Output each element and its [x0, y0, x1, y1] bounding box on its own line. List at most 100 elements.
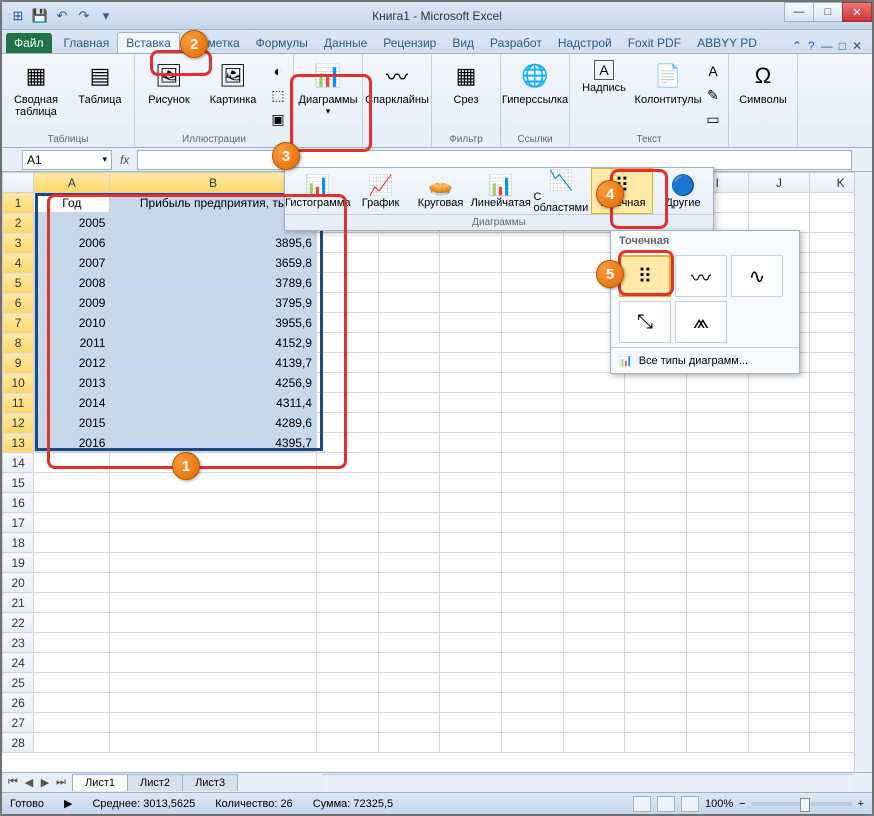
tab-review[interactable]: Рецензир — [375, 33, 444, 53]
hyperlink-button[interactable]: 🌐Гиперссылка — [505, 56, 565, 106]
zoom-slider[interactable] — [752, 802, 852, 806]
cell[interactable] — [501, 673, 563, 693]
cell[interactable]: 2009 — [34, 293, 110, 313]
cell[interactable] — [316, 493, 378, 513]
cell[interactable] — [748, 193, 810, 213]
cell[interactable] — [378, 613, 440, 633]
cell[interactable]: 3955,6 — [110, 313, 317, 333]
cell[interactable] — [686, 633, 748, 653]
cell[interactable]: 4139,7 — [110, 353, 317, 373]
cell[interactable] — [686, 553, 748, 573]
cell[interactable] — [686, 533, 748, 553]
cell[interactable] — [110, 593, 317, 613]
cell[interactable] — [563, 373, 625, 393]
chart-bar[interactable]: 📊Линейчатая — [471, 168, 531, 214]
cell[interactable] — [440, 733, 502, 753]
cell[interactable] — [34, 633, 110, 653]
cell[interactable] — [748, 633, 810, 653]
cell[interactable] — [378, 673, 440, 693]
cell[interactable] — [316, 353, 378, 373]
cell[interactable] — [686, 693, 748, 713]
cell[interactable] — [110, 513, 317, 533]
cell[interactable] — [501, 353, 563, 373]
cell[interactable] — [501, 253, 563, 273]
cell[interactable] — [110, 653, 317, 673]
row-8[interactable]: 8 — [3, 333, 34, 353]
header-footer-button[interactable]: 📄Колонтитулы — [638, 56, 698, 106]
cell[interactable] — [563, 613, 625, 633]
cell[interactable] — [316, 633, 378, 653]
view-normal[interactable] — [633, 796, 651, 812]
cell[interactable] — [34, 573, 110, 593]
cell[interactable] — [110, 693, 317, 713]
tab-nav[interactable]: ⏮◀▶⏭ — [2, 776, 72, 789]
cell[interactable] — [748, 553, 810, 573]
cell[interactable] — [686, 433, 748, 453]
cell[interactable] — [110, 453, 317, 473]
cell[interactable] — [378, 573, 440, 593]
excel-icon[interactable]: ⊞ — [8, 6, 28, 26]
cell[interactable] — [316, 573, 378, 593]
scatter-markers[interactable]: ⠿ — [619, 255, 671, 297]
row-1[interactable]: 1 — [3, 193, 34, 213]
tab-insert[interactable]: Вставка — [117, 32, 180, 53]
cell[interactable] — [748, 573, 810, 593]
cell[interactable]: 2006 — [34, 233, 110, 253]
cell[interactable] — [34, 733, 110, 753]
cell[interactable] — [563, 633, 625, 653]
cell[interactable] — [748, 413, 810, 433]
row-10[interactable]: 10 — [3, 373, 34, 393]
col-A[interactable]: A — [34, 173, 110, 193]
row-4[interactable]: 4 — [3, 253, 34, 273]
cell[interactable] — [563, 453, 625, 473]
cell[interactable] — [501, 413, 563, 433]
cell[interactable]: 2016 — [34, 433, 110, 453]
cell[interactable] — [686, 413, 748, 433]
cell[interactable] — [34, 453, 110, 473]
chart-area[interactable]: 📉С областями — [531, 168, 591, 214]
cell[interactable] — [440, 233, 502, 253]
tab-foxit[interactable]: Foxit PDF — [620, 33, 689, 53]
cell[interactable] — [501, 373, 563, 393]
cell[interactable] — [110, 553, 317, 573]
cell[interactable] — [34, 653, 110, 673]
cell[interactable] — [625, 493, 687, 513]
cell[interactable] — [563, 493, 625, 513]
scatter-smooth[interactable]: ∿ — [731, 255, 783, 297]
cell[interactable] — [501, 513, 563, 533]
cell[interactable] — [563, 593, 625, 613]
row-27[interactable]: 27 — [3, 713, 34, 733]
cell[interactable] — [316, 253, 378, 273]
cell[interactable] — [686, 673, 748, 693]
table-button[interactable]: ▤Таблица — [70, 56, 130, 106]
clipart-button[interactable]: 🖼Картинка — [203, 56, 263, 106]
cell[interactable] — [378, 253, 440, 273]
win-max-icon[interactable]: □ — [839, 39, 846, 53]
chart-scatter[interactable]: ⠿Точечная — [591, 168, 653, 214]
cell[interactable] — [316, 693, 378, 713]
chart-other[interactable]: 🔵Другие — [653, 168, 713, 214]
fx-icon[interactable]: fx — [112, 153, 137, 167]
cell[interactable] — [686, 593, 748, 613]
cell[interactable] — [501, 553, 563, 573]
cell[interactable] — [378, 453, 440, 473]
cell[interactable] — [563, 733, 625, 753]
cell[interactable]: 2010 — [34, 313, 110, 333]
cell[interactable] — [378, 393, 440, 413]
sheet-tab-3[interactable]: Лист3 — [182, 774, 238, 791]
cell[interactable] — [501, 653, 563, 673]
cell[interactable] — [501, 733, 563, 753]
cell[interactable] — [316, 293, 378, 313]
cell[interactable] — [501, 593, 563, 613]
cell[interactable]: 2013 — [34, 373, 110, 393]
row-19[interactable]: 19 — [3, 553, 34, 573]
chart-pie[interactable]: 🥧Круговая — [411, 168, 471, 214]
chart-histogram[interactable]: 📊Гистограмма — [285, 168, 351, 214]
scatter-lines[interactable]: ⩕ — [675, 301, 727, 343]
cell[interactable] — [625, 653, 687, 673]
cell[interactable] — [563, 473, 625, 493]
cell[interactable] — [110, 573, 317, 593]
cell[interactable] — [748, 473, 810, 493]
cell[interactable] — [501, 573, 563, 593]
cell[interactable] — [748, 593, 810, 613]
